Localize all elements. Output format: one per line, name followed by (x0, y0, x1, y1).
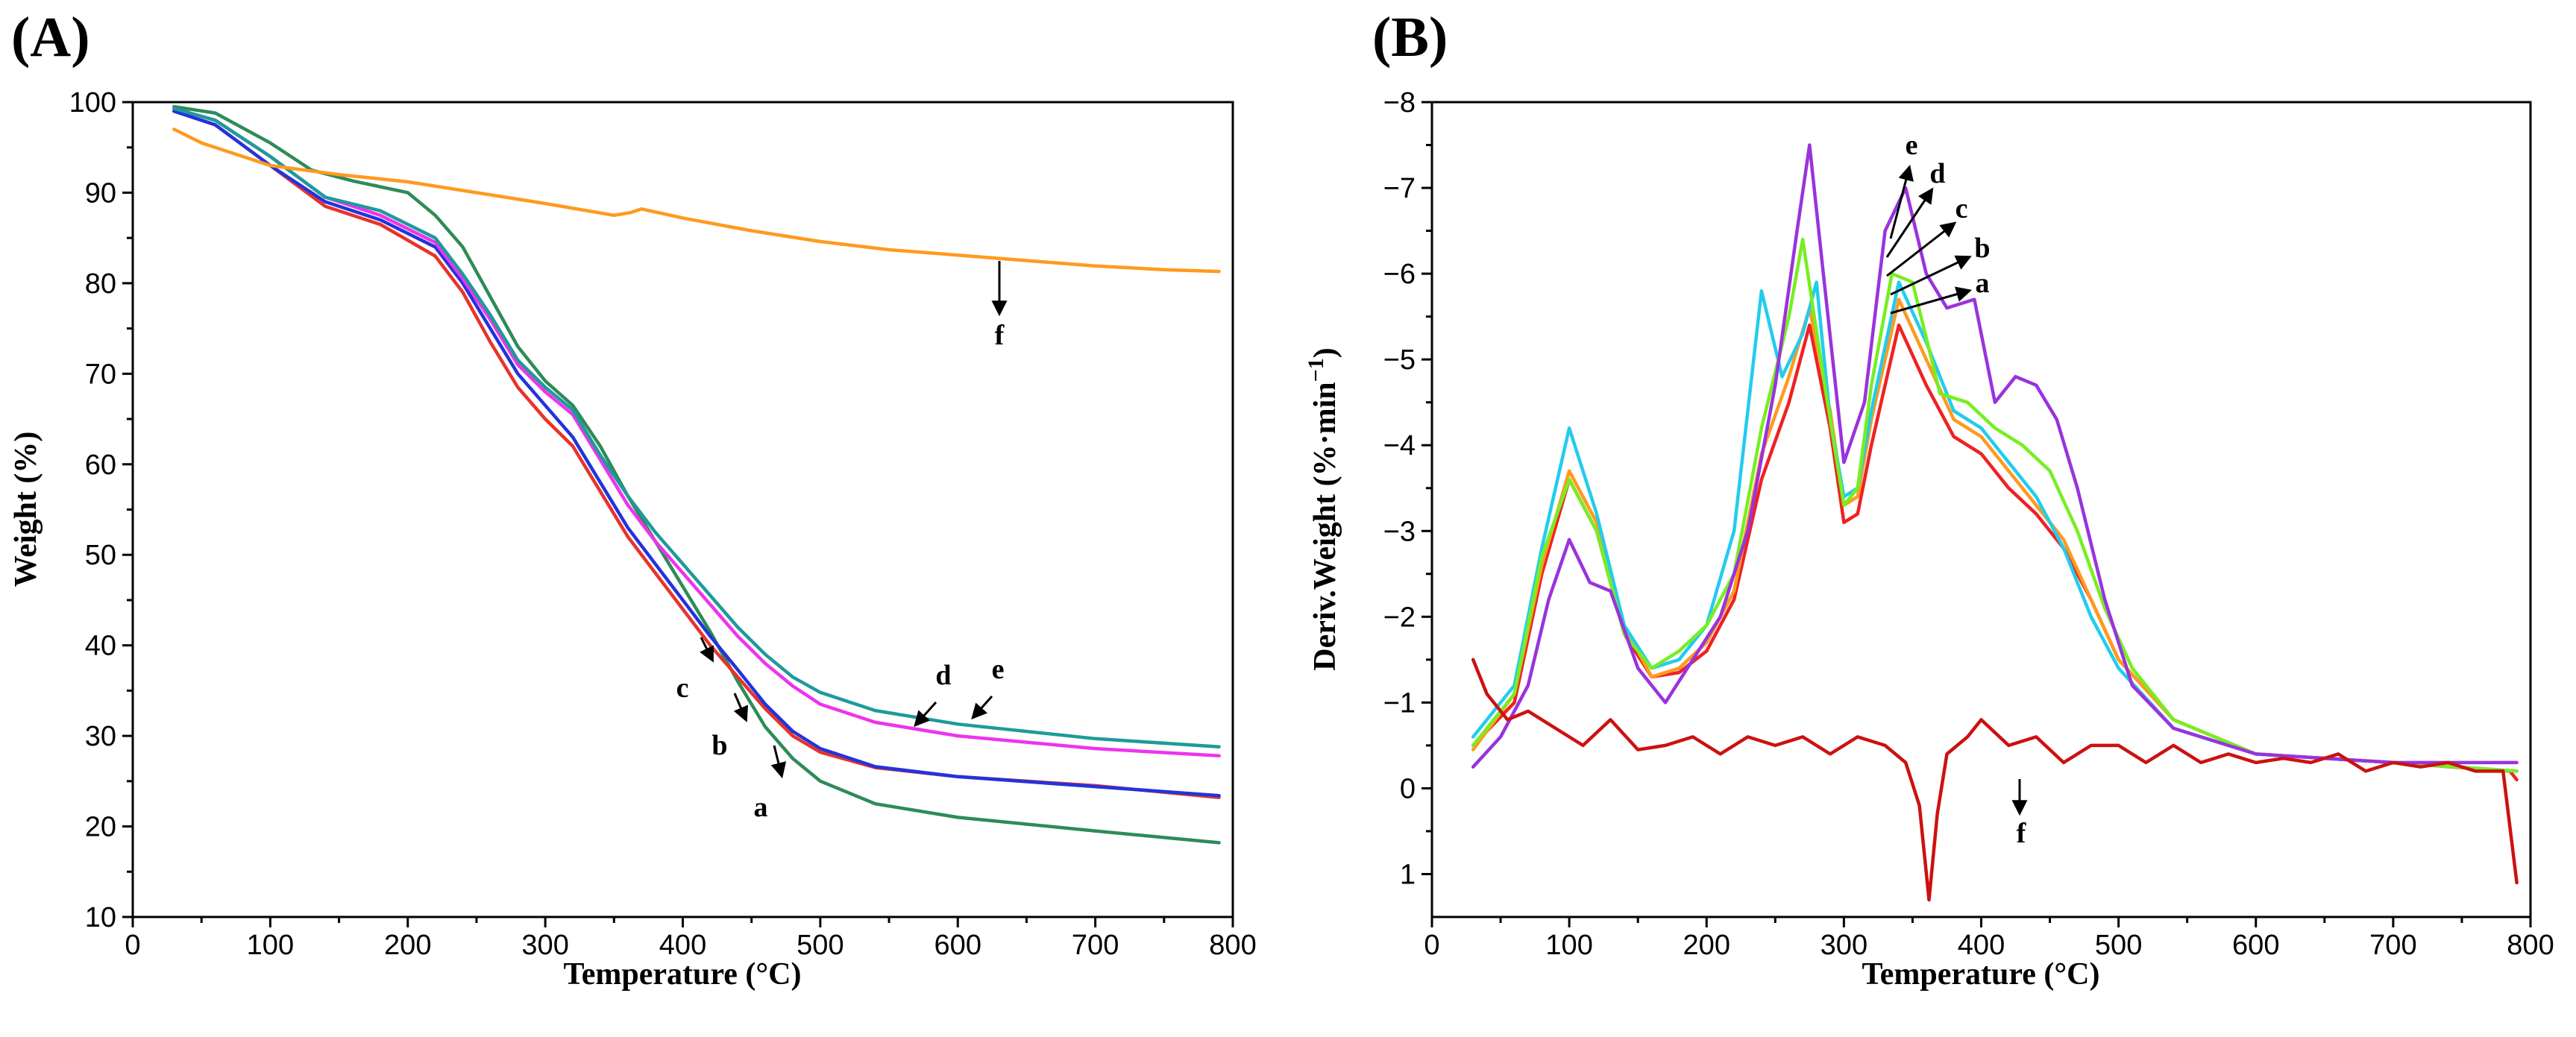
panel-b-ylabel-sup: −1 (1304, 358, 1328, 382)
panel-b-ylabel: Deriv.Weight (%·min−1) (1304, 347, 1342, 670)
y-tick-label: 100 (69, 87, 116, 119)
panel-b: (B) 0 100 200 300 400 500 600 700 800 −8 −7 −6 −5 −4 −… (1304, 6, 2554, 992)
annotation-arrow-d (1885, 187, 1934, 258)
x-tick-label: 400 (659, 930, 706, 961)
panel-b-frame (1430, 101, 2532, 918)
annotation-arrow-c (1886, 221, 1957, 277)
y-tick-label: −5 (1383, 344, 1416, 376)
panel-b-xlabel: Temperature (°C) (1862, 957, 2100, 992)
annotation-label-d: d (935, 660, 951, 691)
y-tick-label: 1 (1400, 859, 1416, 890)
x-tick-label: 100 (1545, 930, 1592, 961)
series-line-f (172, 127, 1221, 274)
series-line-b (1471, 297, 2519, 773)
x-tick-label: 800 (2507, 930, 2554, 961)
y-tick-label: 30 (85, 721, 116, 752)
x-tick-label: 600 (934, 930, 981, 961)
y-tick-label: 20 (85, 812, 116, 843)
y-tick-label: 90 (85, 177, 116, 209)
x-tick-label: 100 (247, 930, 294, 961)
series-line-d (172, 107, 1221, 758)
annotation-arrow-e (971, 696, 993, 720)
annotation-arrow-d (914, 701, 937, 728)
panel-b-label: (B) (1372, 6, 1448, 69)
annotation-label-a: a (1976, 268, 1990, 299)
annotation-label-e: e (992, 654, 1005, 685)
x-tick-label: 500 (2095, 930, 2142, 961)
x-tick-label: 300 (1821, 930, 1867, 961)
annotation-label-e: e (1906, 130, 1918, 161)
annotation-arrow-e (1889, 164, 1914, 239)
panel-b-ylabel-main: Deriv.Weight (%·min (1308, 382, 1342, 670)
x-tick-label: 0 (125, 930, 140, 961)
annotation-label-d: d (1929, 158, 1945, 189)
series-line-e (172, 107, 1221, 748)
y-tick-label: 0 (1400, 773, 1416, 804)
series-line-e (1471, 143, 2519, 769)
series-line-a (172, 104, 1221, 845)
panel-b-series (1471, 143, 2519, 902)
annotation-arrow-a (770, 745, 787, 779)
annotation-arrow-b (733, 693, 749, 722)
y-tick-label: −2 (1383, 602, 1416, 633)
annotation-arrow-b (1890, 255, 1972, 296)
y-tick-label: −4 (1383, 430, 1416, 461)
panel-a: (A) 0 100 200 300 400 500 600 700 800 10 20 30 40 50 6… (9, 6, 1257, 992)
panel-a-xlabel: Temperature (°C) (564, 957, 802, 992)
series-line-d (1471, 237, 2519, 773)
y-tick-label: 70 (85, 359, 116, 390)
y-tick-label: 40 (85, 631, 116, 662)
x-tick-label: 700 (1072, 930, 1119, 961)
annotation-label-f: f (2017, 818, 2027, 849)
x-tick-label: 600 (2232, 930, 2279, 961)
annotation-arrow-a (1890, 286, 1973, 315)
panel-a-annotations: abc d e f (676, 261, 1008, 823)
panel-a-series (172, 104, 1221, 845)
annotation-label-b: b (1974, 233, 1990, 264)
x-tick-label: 700 (2369, 930, 2416, 961)
series-line-c (172, 109, 1221, 798)
x-tick-label: 0 (1424, 930, 1439, 961)
panel-a-label: (A) (11, 6, 90, 69)
annotation-arrow-c (700, 637, 714, 663)
annotation-label-b: b (711, 730, 727, 761)
panel-a-ylabel: Weight (%) (9, 432, 43, 587)
x-tick-label: 200 (384, 930, 431, 961)
x-tick-label: 800 (1209, 930, 1256, 961)
annotation-label-a: a (754, 792, 768, 823)
panel-b-ylabel-end: ) (1308, 347, 1342, 358)
annotation-label-c: c (1955, 193, 1968, 224)
x-tick-label: 200 (1683, 930, 1730, 961)
annotation-label-c: c (676, 672, 689, 704)
y-tick-label: 10 (85, 902, 116, 933)
y-tick-label: 50 (85, 540, 116, 571)
annotation-label-f: f (995, 320, 1005, 351)
y-tick-label: −1 (1383, 687, 1416, 719)
y-tick-label: −7 (1383, 173, 1416, 204)
panel-b-ticks: 0 100 200 300 400 500 600 700 800 −8 −7 −6 −5 −4 −3 −2 −… (1383, 87, 2554, 961)
series-line-b (172, 109, 1221, 799)
series-line-a (1471, 323, 2519, 782)
y-tick-label: 60 (85, 450, 116, 481)
series-line-f (1471, 658, 2519, 902)
x-tick-label: 400 (1958, 930, 2005, 961)
x-tick-label: 500 (797, 930, 844, 961)
x-tick-label: 300 (521, 930, 568, 961)
panel-a-ticks: 0 100 200 300 400 500 600 700 800 10 20 30 40 50 60 70 8… (69, 87, 1257, 961)
series-line-c (1471, 280, 2519, 773)
y-tick-label: −3 (1383, 516, 1416, 547)
y-tick-label: 80 (85, 268, 116, 300)
y-tick-label: −6 (1383, 259, 1416, 290)
panel-a-frame (131, 101, 1234, 918)
y-tick-label: −8 (1383, 87, 1416, 119)
